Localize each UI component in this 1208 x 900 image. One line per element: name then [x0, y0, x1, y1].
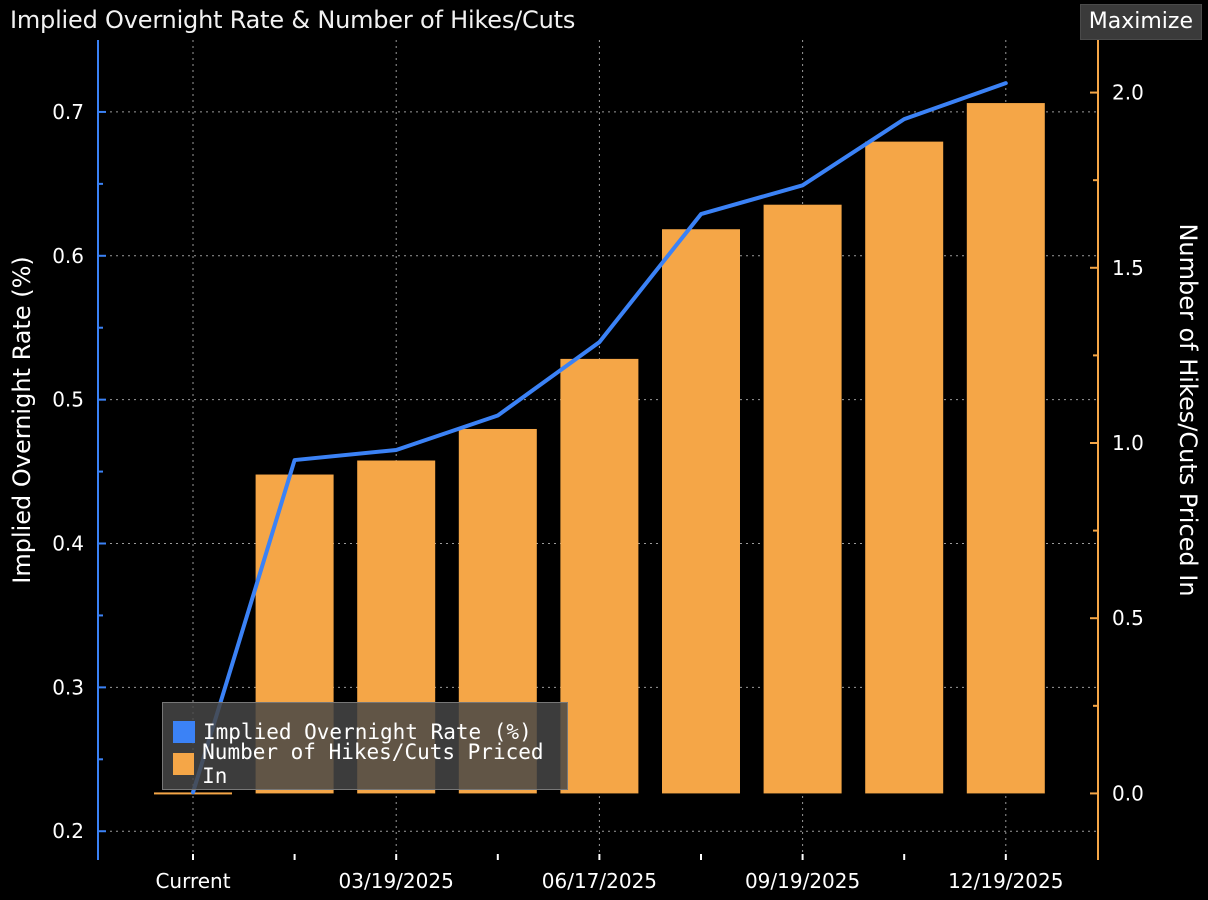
right-tick-label: 1.0 [1112, 431, 1144, 455]
right-tick-label: 0.0 [1112, 781, 1144, 805]
legend-item-hikes: Number of Hikes/Cuts Priced In [173, 740, 567, 788]
x-tick-label: 09/19/2025 [745, 869, 860, 893]
bar-hikes-7 [865, 141, 944, 794]
legend-label-hikes: Number of Hikes/Cuts Priced In [202, 740, 544, 788]
legend-swatch-rate [173, 721, 195, 743]
legend-swatch-hikes [173, 753, 195, 775]
left-tick-label: 0.2 [52, 819, 84, 843]
x-tick-label: Current [155, 869, 230, 893]
left-tick-label: 0.5 [52, 388, 84, 412]
bar-hikes-5 [662, 229, 740, 794]
legend-item-rate: Implied Overnight Rate (%) [173, 717, 532, 747]
x-tick-label: 03/19/2025 [339, 869, 454, 893]
x-tick-label: 12/19/2025 [948, 869, 1063, 893]
chart-legend: Implied Overnight Rate (%) Number of Hik… [162, 702, 568, 790]
left-tick-label: 0.6 [52, 244, 84, 268]
right-axis-title: Number of Hikes/Cuts Priced In [1174, 223, 1202, 596]
left-tick-label: 0.4 [52, 532, 84, 556]
chart-title: Implied Overnight Rate & Number of Hikes… [10, 6, 576, 34]
left-tick-label: 0.3 [52, 675, 84, 699]
bar-hikes-6 [763, 204, 842, 794]
maximize-button[interactable]: Maximize [1079, 4, 1202, 40]
bar-hikes-8 [966, 103, 1045, 794]
right-tick-label: 1.5 [1112, 256, 1144, 280]
legend-label-rate: Implied Overnight Rate (%) [203, 720, 532, 744]
x-tick-label: 06/17/2025 [542, 869, 657, 893]
right-tick-label: 2.0 [1112, 81, 1144, 105]
right-tick-label: 0.5 [1112, 606, 1144, 630]
left-tick-label: 0.7 [52, 100, 84, 124]
left-axis-title: Implied Overnight Rate (%) [8, 256, 36, 584]
bar-hikes-4 [560, 358, 639, 794]
